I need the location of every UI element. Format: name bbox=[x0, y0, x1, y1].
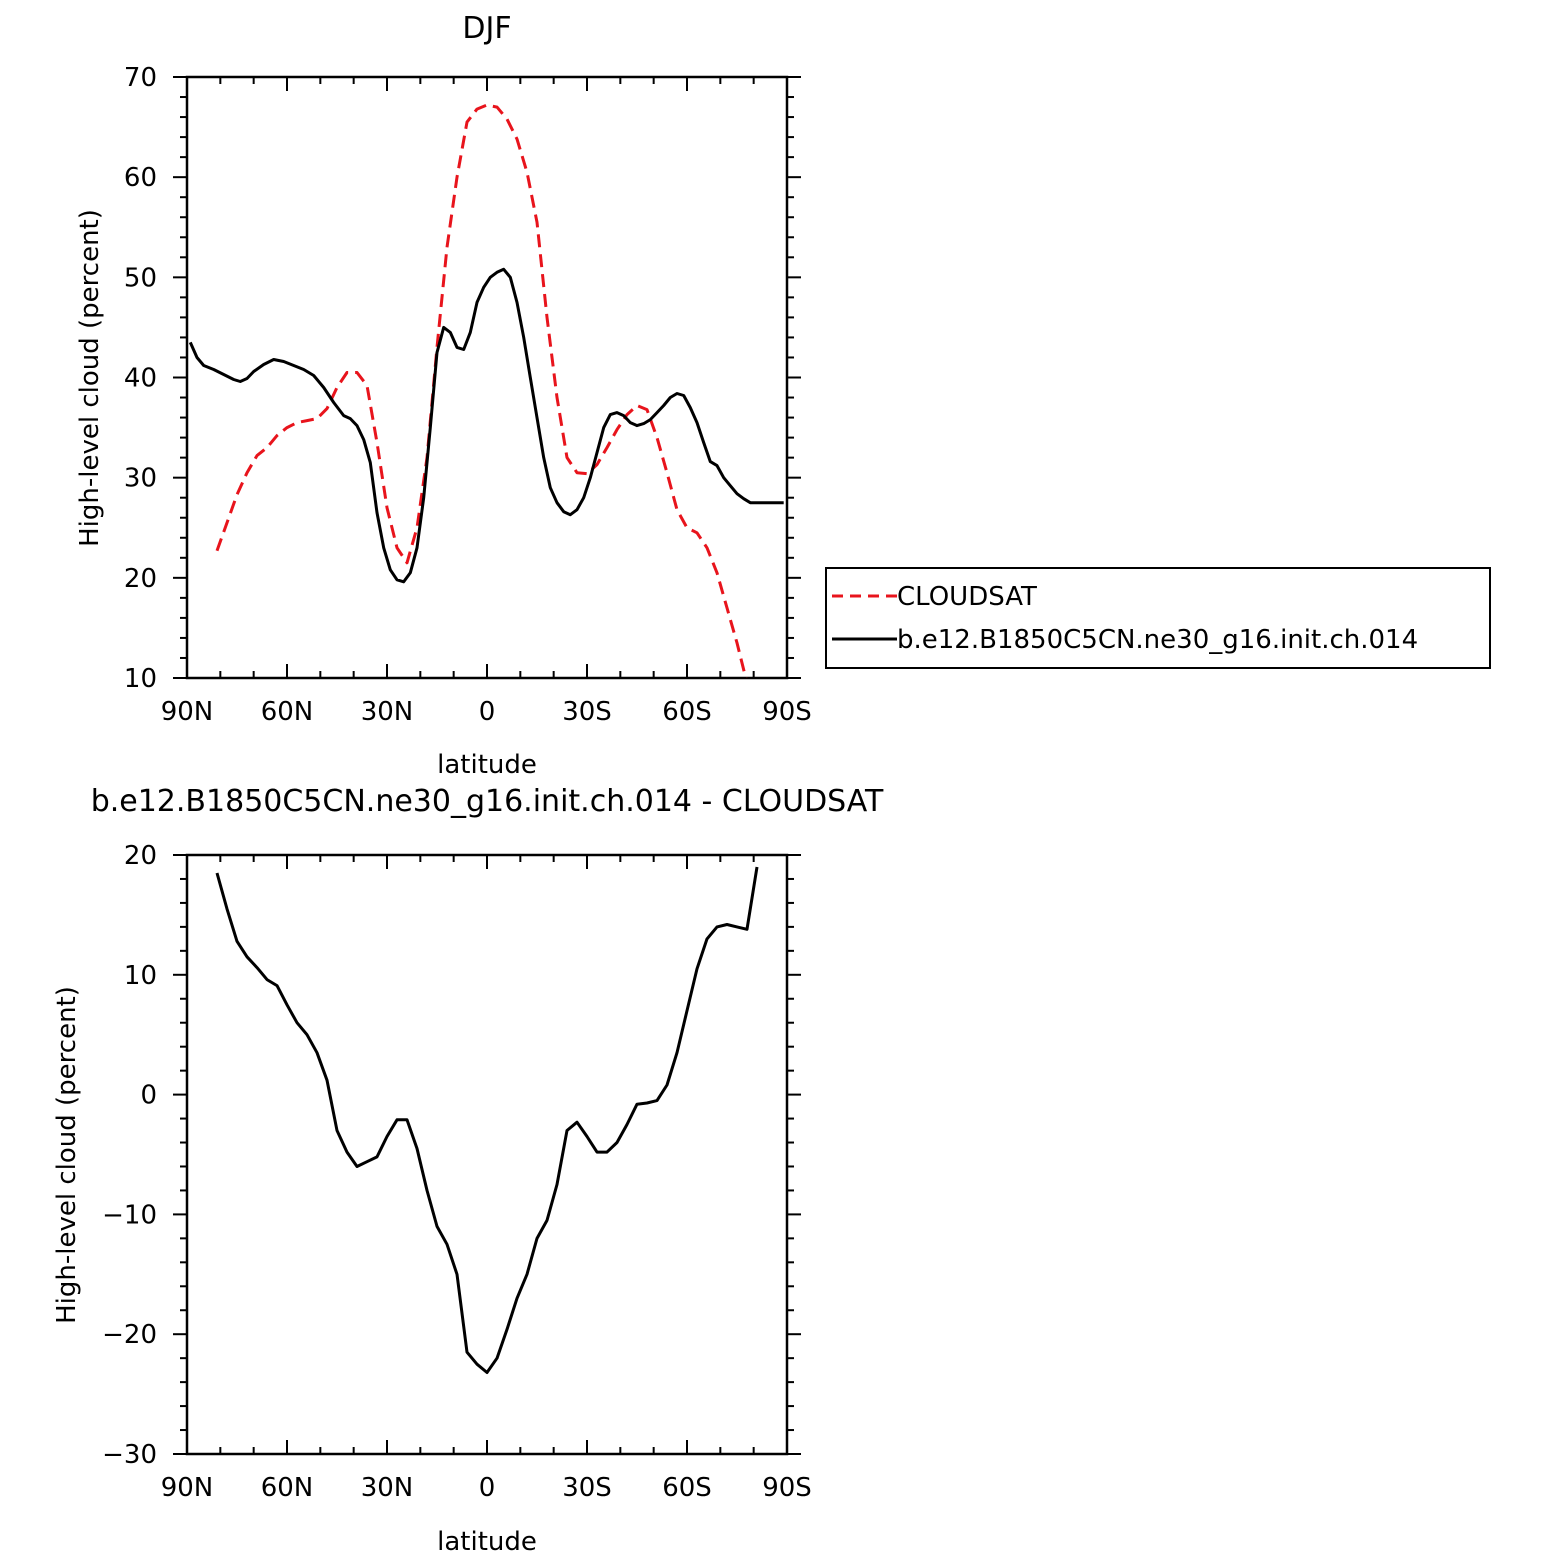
top-y-tick-label: 70 bbox=[124, 63, 157, 93]
top-chart-title: DJF bbox=[462, 11, 511, 46]
top-plot-frame bbox=[185, 75, 789, 680]
bottom-panel: b.e12.B1850C5CN.ne30_g16.init.ch.014 - C… bbox=[52, 784, 884, 1557]
bottom-y-tick-label: −10 bbox=[102, 1200, 157, 1230]
top-x-tick-label: 0 bbox=[479, 697, 496, 727]
top-plot-area bbox=[188, 103, 784, 678]
bottom-chart-title: b.e12.B1850C5CN.ne30_g16.init.ch.014 - C… bbox=[91, 784, 884, 819]
bottom-y-axis-label: High-level cloud (percent) bbox=[52, 986, 82, 1324]
bottom-y-tick-label: 20 bbox=[124, 841, 157, 871]
top-panel: DJF 90N 60N 30N 0 30S 60S 90S 10 20 30 40 50 60 70 la… bbox=[75, 11, 812, 780]
top-y-tick-label: 10 bbox=[124, 664, 157, 694]
bottom-x-tick-label: 60N bbox=[261, 1473, 314, 1503]
bottom-y-tick-label: 10 bbox=[124, 961, 157, 991]
legend-label-cloudsat: CLOUDSAT bbox=[897, 582, 1037, 612]
top-x-tick-label: 90N bbox=[161, 697, 214, 727]
bottom-x-tick-label: 90S bbox=[762, 1473, 812, 1503]
top-y-tick-label: 60 bbox=[124, 163, 157, 193]
top-y-tick-label: 20 bbox=[124, 564, 157, 594]
top-x-tick-label: 90S bbox=[762, 697, 812, 727]
bottom-x-tick-label: 60S bbox=[662, 1473, 712, 1503]
bottom-y-tick-label: −30 bbox=[102, 1440, 157, 1470]
bottom-series-line-0 bbox=[215, 866, 759, 1374]
legend-label-model: b.e12.B1850C5CN.ne30_g16.init.ch.014 bbox=[897, 625, 1418, 655]
top-y-axis-label: High-level cloud (percent) bbox=[75, 209, 105, 547]
legend: CLOUDSAT b.e12.B1850C5CN.ne30_g16.init.c… bbox=[825, 567, 1491, 669]
bottom-x-tick-label: 0 bbox=[479, 1473, 496, 1503]
bottom-y-tick-label: 0 bbox=[140, 1081, 157, 1111]
top-x-tick-label: 30N bbox=[361, 697, 414, 727]
bottom-plot-area bbox=[215, 866, 759, 1374]
bottom-x-tick-label: 30S bbox=[562, 1473, 612, 1503]
top-y-tick-label: 30 bbox=[124, 464, 157, 494]
top-x-tick-label: 60S bbox=[662, 697, 712, 727]
top-y-tick-label: 50 bbox=[124, 263, 157, 293]
top-y-tick-label: 40 bbox=[124, 364, 157, 394]
top-series-line-1 bbox=[188, 267, 784, 584]
bottom-plot-frame bbox=[185, 853, 789, 1456]
bottom-x-tick-label: 90N bbox=[161, 1473, 214, 1503]
bottom-axes: 90N 60N 30N 0 30S 60S 90S −30 −20 −10 0 10 20 bbox=[102, 841, 812, 1503]
bottom-x-axis-label: latitude bbox=[437, 1527, 537, 1557]
bottom-x-tick-label: 30N bbox=[361, 1473, 414, 1503]
top-x-axis-label: latitude bbox=[437, 750, 537, 780]
top-x-tick-label: 30S bbox=[562, 697, 612, 727]
legend-box bbox=[825, 567, 1491, 669]
top-axes: 90N 60N 30N 0 30S 60S 90S 10 20 30 40 50 60 70 bbox=[124, 63, 812, 727]
top-series-line-0 bbox=[215, 103, 748, 678]
top-x-tick-label: 60N bbox=[261, 697, 314, 727]
bottom-y-tick-label: −20 bbox=[102, 1320, 157, 1350]
